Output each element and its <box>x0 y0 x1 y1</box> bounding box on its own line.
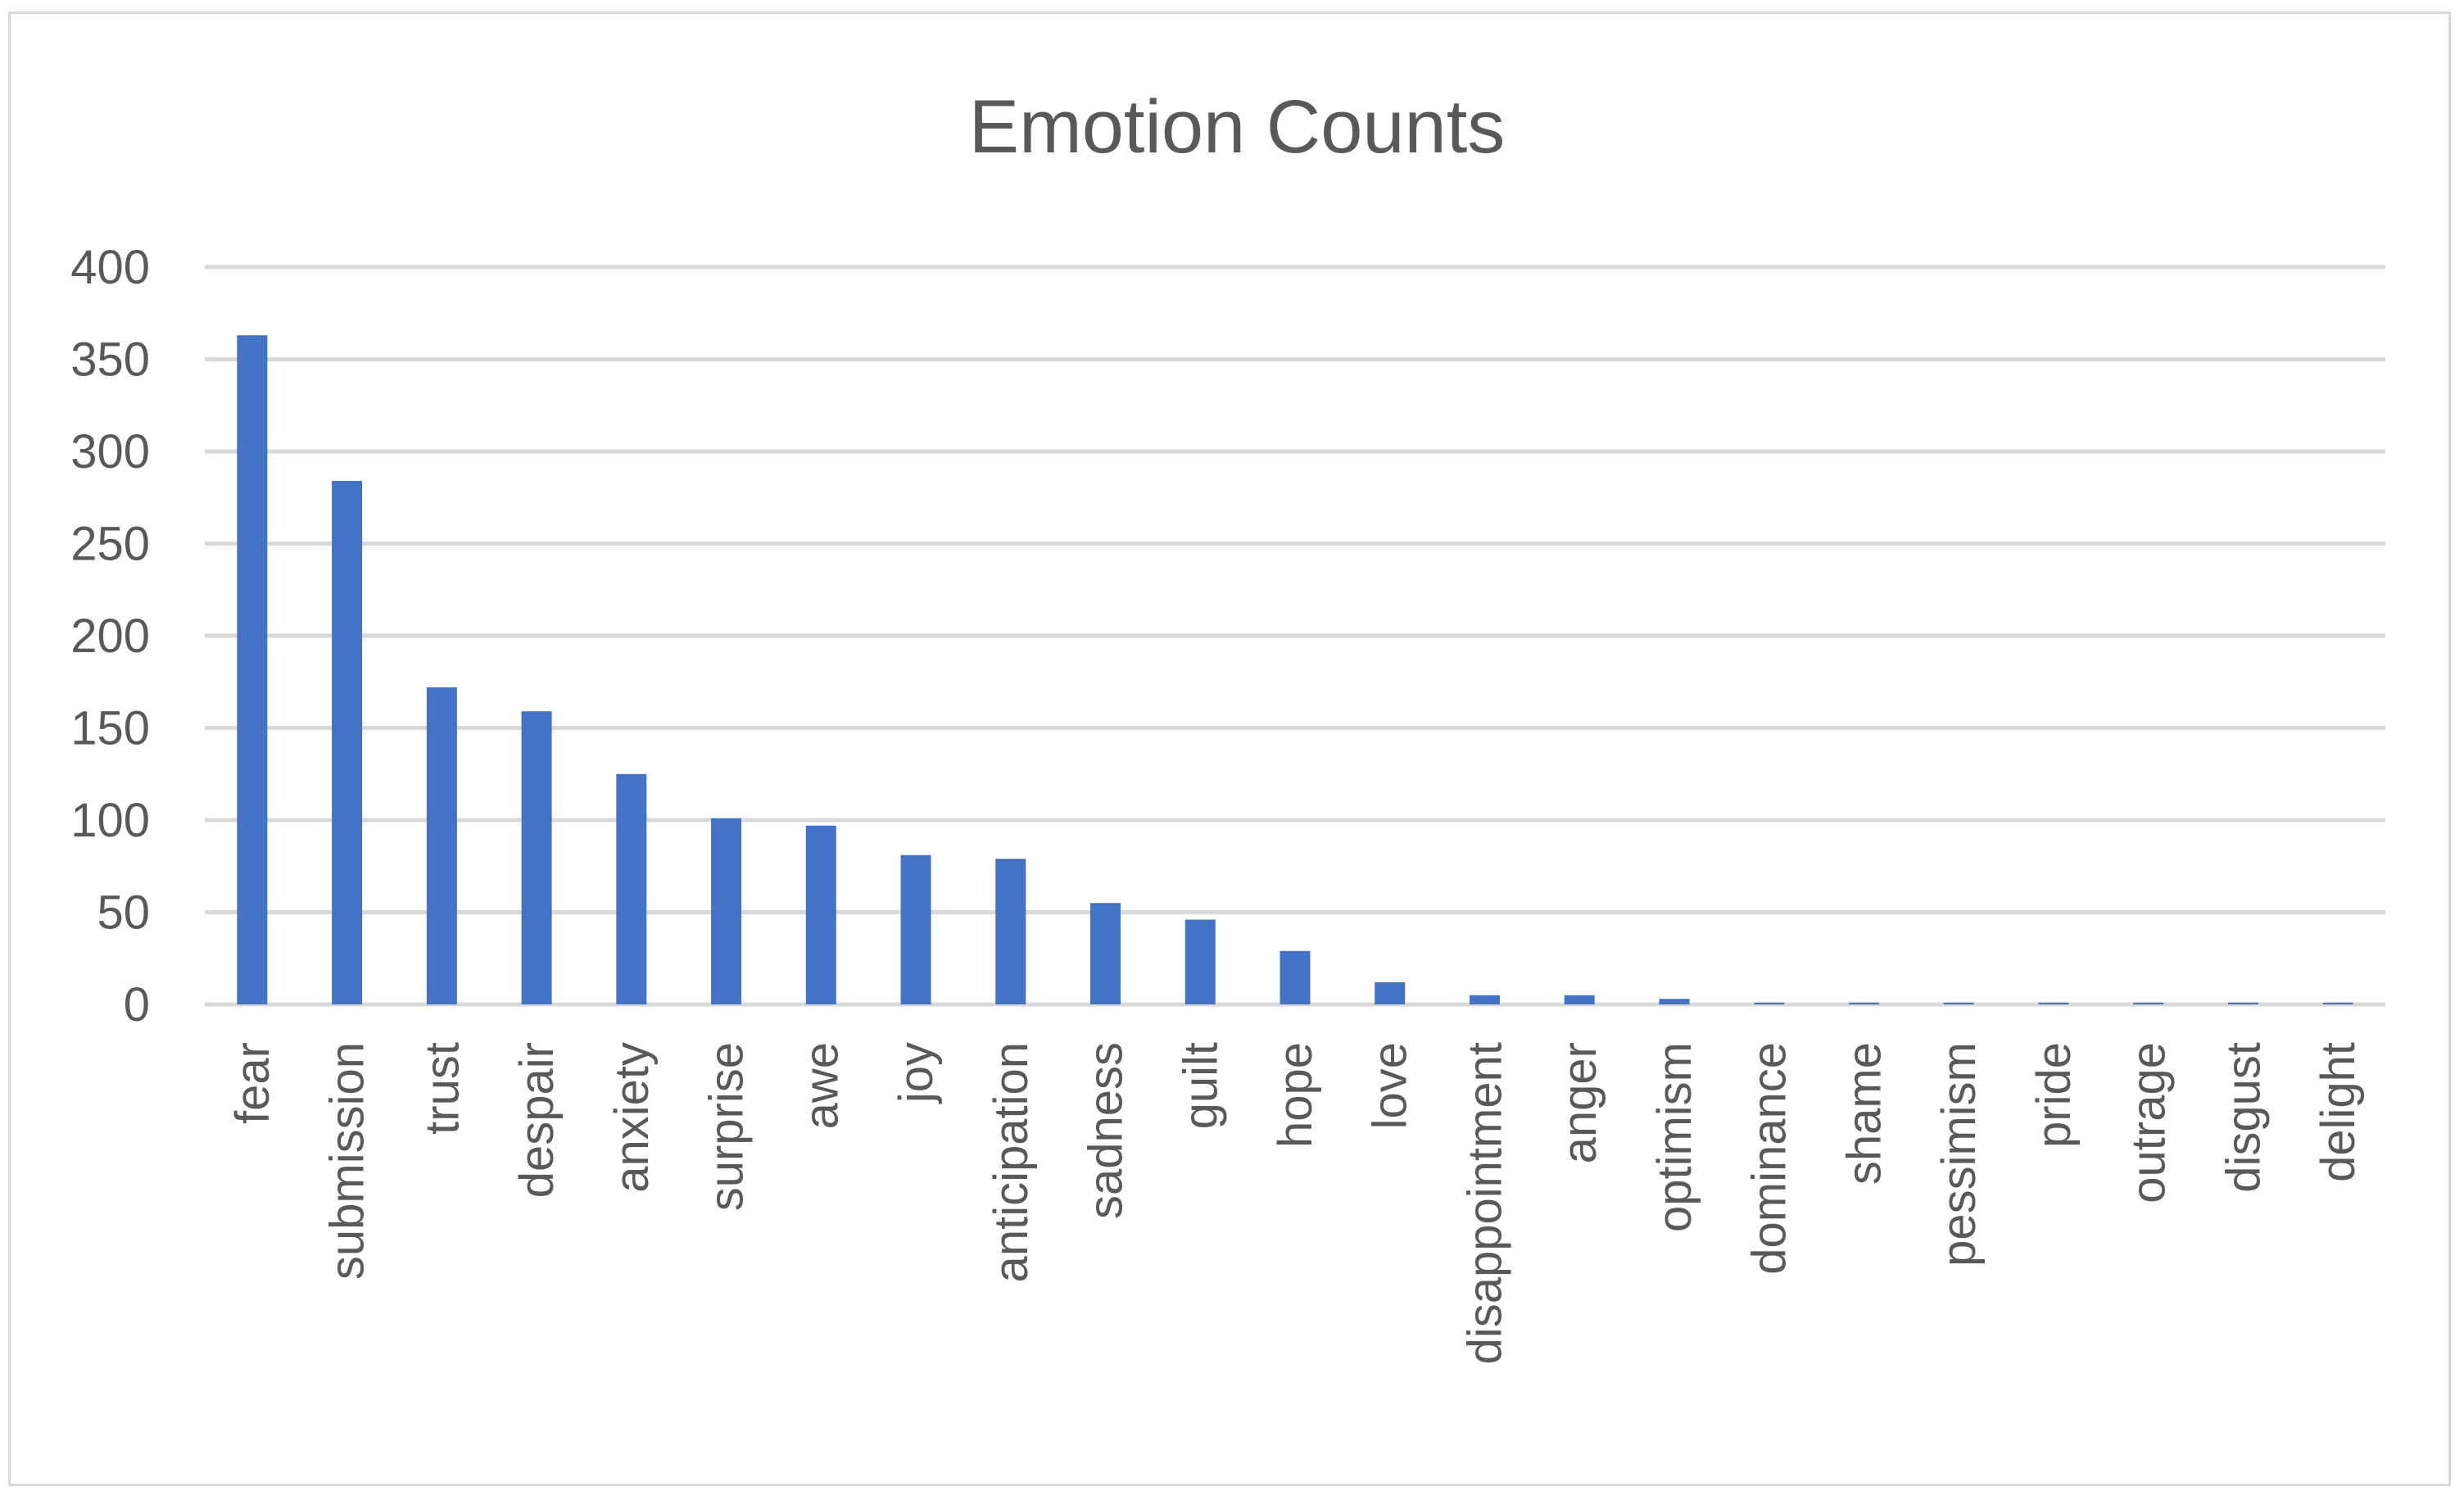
bar-disgust <box>2227 1002 2258 1004</box>
x-tick-label: sadness <box>1080 1042 1133 1219</box>
x-tick-label: dominance <box>1743 1042 1796 1275</box>
x-tick-label: optimism <box>1648 1042 1701 1232</box>
x-tick-label: hope <box>1269 1042 1322 1148</box>
x-tick-label: guilt <box>1174 1042 1227 1129</box>
bar-sadness <box>1090 903 1121 1004</box>
bar-anticipation <box>995 859 1026 1004</box>
x-tick-label: shame <box>1837 1042 1891 1185</box>
x-tick-label: anticipation <box>985 1042 1038 1282</box>
bar-hope <box>1280 950 1311 1004</box>
y-tick-label: 350 <box>70 333 150 387</box>
x-tick-label: joy <box>890 1042 943 1104</box>
bar-anxiety <box>616 773 647 1004</box>
bar-fear <box>237 335 268 1004</box>
x-tick-label: pessimism <box>1932 1042 1986 1267</box>
bar-pride <box>2038 1002 2069 1004</box>
bar-love <box>1375 982 1406 1004</box>
bar-surprise <box>711 818 742 1004</box>
x-tick-label: awe <box>795 1042 848 1129</box>
y-tick-label: 50 <box>97 886 150 940</box>
x-tick-label: disappointment <box>1458 1042 1511 1364</box>
y-tick-label: 200 <box>70 610 150 663</box>
x-tick-label: fear <box>226 1042 279 1124</box>
chart-title: Emotion Counts <box>969 85 1506 169</box>
bar-submission <box>332 481 363 1004</box>
bar-dominance <box>1754 1002 1785 1004</box>
gridlines <box>205 265 2385 1007</box>
y-tick-label: 250 <box>70 518 150 571</box>
x-tick-label: trust <box>415 1042 469 1135</box>
y-tick-label: 400 <box>70 241 150 294</box>
y-tick-label: 100 <box>70 794 150 847</box>
bar-outrage <box>2133 1002 2164 1004</box>
x-tick-label: submission <box>321 1042 374 1280</box>
x-tick-label: love <box>1364 1042 1417 1129</box>
y-axis-ticks: 0 50 100 150 200 250 300 350 400 <box>70 241 150 1031</box>
chart-frame <box>8 11 2451 1486</box>
bar-delight <box>2322 1002 2353 1004</box>
x-tick-label: delight <box>2312 1042 2365 1182</box>
bar-disappointment <box>1469 995 1500 1004</box>
bar-joy <box>900 854 931 1004</box>
y-tick-label: 150 <box>70 702 150 755</box>
x-tick-label: anxiety <box>605 1042 659 1193</box>
bar-pessimism <box>1943 1002 1974 1004</box>
y-tick-label: 300 <box>70 425 150 478</box>
x-axis-labels: fear submission trust despair anxiety surpris… <box>226 1042 2365 1364</box>
bar-despair <box>521 711 552 1004</box>
x-tick-label: pride <box>2027 1042 2081 1148</box>
x-tick-label: despair <box>510 1042 564 1198</box>
y-tick-label: 0 <box>124 978 150 1031</box>
bar-anger <box>1564 995 1595 1004</box>
x-tick-label: outrage <box>2122 1042 2176 1204</box>
bar-awe <box>805 825 836 1004</box>
bar-shame <box>1848 1002 1879 1004</box>
bar-guilt <box>1184 919 1216 1004</box>
x-tick-label: anger <box>1553 1042 1606 1163</box>
bar-trust <box>426 687 457 1004</box>
bar-optimism <box>1659 999 1690 1004</box>
x-tick-label: disgust <box>2217 1042 2270 1193</box>
x-tick-label: surprise <box>700 1042 754 1211</box>
bars <box>237 335 2353 1004</box>
